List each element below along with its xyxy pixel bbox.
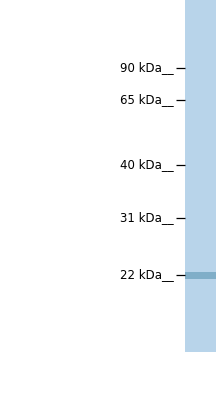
Bar [185,272,216,278]
Text: 65 kDa__: 65 kDa__ [120,94,174,106]
Bar [185,0,216,352]
Text: 40 kDa__: 40 kDa__ [120,158,174,172]
Text: 90 kDa__: 90 kDa__ [120,62,174,74]
Text: 22 kDa__: 22 kDa__ [120,268,174,282]
Text: 31 kDa__: 31 kDa__ [120,212,174,224]
